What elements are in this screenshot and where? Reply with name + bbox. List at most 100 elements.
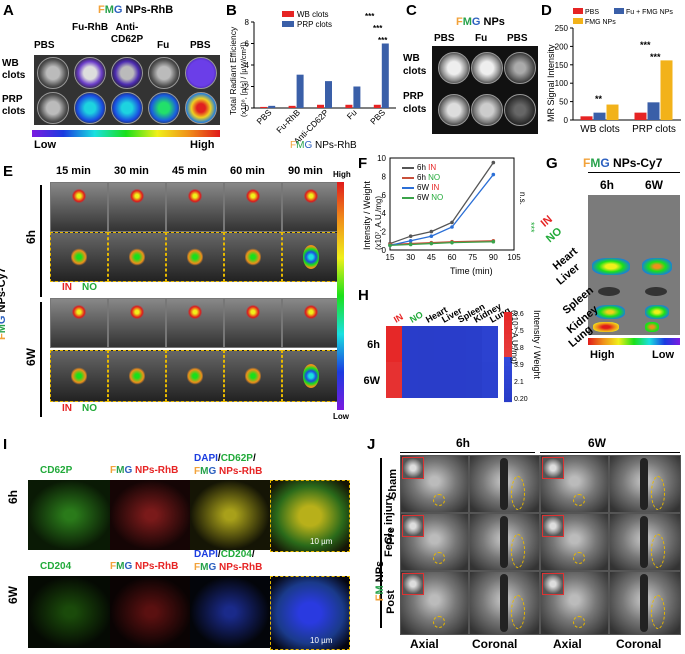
panel-j-divider-1 [400,452,535,453]
mri-roi-circle [432,552,445,564]
mri-axial-image [400,455,469,513]
mri-vessel [499,574,508,632]
panel-e-colorbar [337,182,344,410]
panel-a-scale-high: High [190,139,215,151]
chart-b-bar [373,104,381,108]
panel-e-signal [71,245,87,269]
chart-h-colorbar-seg [504,393,512,398]
panel-e-mouse-image [224,182,282,232]
panel-a-col-3: Anti-CD62P [110,22,144,45]
mri-vessel [640,458,648,510]
chart-f-legend-group: 6W [417,183,432,192]
panel-c-col-2: Fu [475,33,488,44]
chart-f-point [429,241,434,246]
chart-f-point [388,243,392,248]
panel-label-c: C [406,2,417,19]
mri-inset [542,457,564,479]
chart-f-xtick-label: 90 [489,253,498,262]
panel-i-np-1: FMG NPs-RhB [110,465,179,476]
panel-j-arrow [380,458,382,628]
panel-e-in-1: IN [62,282,72,293]
panel-e-time-label: 60 min [230,165,265,177]
panel-i-scale-2: 10 µm [310,636,333,645]
chart-f-ns: n.s. [518,192,527,205]
mri-roi-oval [651,595,665,629]
mri-axial-image [400,513,469,571]
chart-h-colorbar-seg [504,366,512,371]
chart-f-point [429,229,434,234]
g-organ-lung-6w [645,322,659,332]
chart-b-bar [345,104,353,108]
chart-f-xtick-label: 45 [427,253,436,262]
chart-b-bar [381,43,389,108]
chart-h-cell [402,362,418,398]
g-organ-spleen-6w [645,287,667,296]
panel-e-signal [129,245,145,269]
chart-f-legend-side: NO [431,193,444,202]
panel-label-f: F [358,155,368,172]
panel-e-zoom-image [282,350,340,402]
chart-f-xtick-label: 60 [448,253,457,262]
chart-h-cell [482,362,498,398]
panel-i-marker-1: CD62P [40,465,73,476]
well-a-2-1 [37,92,69,124]
chart-f-point [408,242,413,247]
mri-coronal-image [469,455,540,513]
chart-b-bar [353,86,361,108]
panel-e-time-label: 90 min [288,165,323,177]
chart-f-xlabel: Time (min) [450,266,493,276]
mri-inset [542,573,564,595]
panel-j-divider-2 [540,452,680,453]
panel-e-bracket-2 [40,302,42,417]
chart-f-legend-side: NO [428,173,441,182]
chart-f-legend-swatch [402,166,414,169]
panel-a-col-1: PBS [34,40,55,51]
chart-f-point [491,160,496,165]
g-organ-liver-6h [592,258,630,275]
mri-roi-circle [572,616,585,628]
mri-roi-oval [651,476,665,510]
chart-h-col-label: IN [392,312,405,325]
mri-roi-oval [651,534,665,568]
chart-d-ytick-label: 150 [555,61,569,70]
mri-coronal-image [609,513,681,571]
chart-d-ytick-label: 200 [555,42,569,51]
chart-f-legend-side: IN [431,183,440,192]
chart-d: 0 50 100 150 200 250 WB clots PRP clots MR Sign… [546,24,681,135]
panel-g-col-6h: 6h [600,178,615,192]
chart-h-colorbar-seg [504,388,512,394]
well-c-2-1 [438,94,470,126]
chart-b-ytick-label: 0 [245,104,250,113]
chart-h-cell [466,326,482,362]
panel-j-view-3: Axial [553,637,582,651]
panel-g-divider [588,172,680,173]
chart-b-legend-1: WB clots [282,10,329,19]
panel-e-mouse-image [282,298,340,348]
chart-f-point [491,239,496,244]
mri-roi-oval [510,534,525,568]
chart-f-xtick-label: 105 [507,253,521,262]
mri-roi-circle [572,494,585,506]
chart-h-colorbar-seg [504,370,512,376]
panel-g-scale-high: High [590,349,615,361]
panel-e-mouse-image [50,298,108,348]
chart-f-legend-item: 6W IN [402,183,439,192]
panel-a-row-2: PRP clots [2,94,26,117]
panel-e-mouse-image [166,182,224,232]
panel-e-time-label: 15 min [56,165,91,177]
chart-d-sig-1: ** [595,94,603,104]
panel-c-row-2: PRP clots [403,91,427,115]
panel-g-col-6w: 6W [645,178,663,192]
panel-e-signal [129,303,145,321]
micro-6h-zoom [270,480,350,552]
chart-h-cell [466,362,482,398]
chart-f-xtick-label: 75 [468,253,477,262]
well-a-2-2 [74,92,106,124]
chart-h-colorbar-seg [504,397,512,403]
chart-d-xtick-label: PRP clots [632,124,676,135]
g-organ-kidney-6h [595,305,625,319]
chart-h-colorbar-seg [504,352,512,358]
chart-d-sig-3: *** [650,52,661,62]
panel-a-col-5: PBS [190,40,211,51]
chart-d-ytick-label: 0 [564,116,569,125]
